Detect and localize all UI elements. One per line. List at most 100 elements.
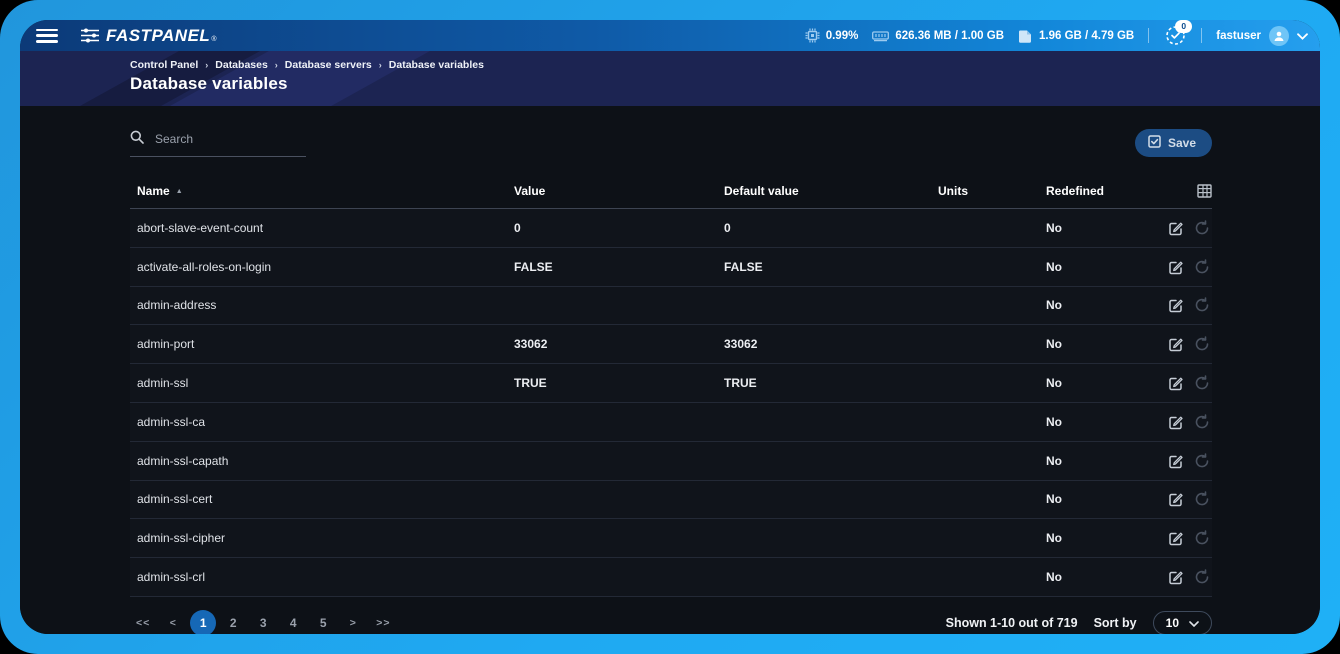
toolbar: Save bbox=[130, 126, 1212, 160]
breadcrumb-databases[interactable]: Databases bbox=[215, 59, 268, 71]
edit-icon[interactable] bbox=[1168, 220, 1184, 236]
edit-icon[interactable] bbox=[1168, 336, 1184, 352]
table-row[interactable]: admin-port 33062 33062 No bbox=[130, 325, 1212, 365]
table-row[interactable]: admin-ssl-cipher No bbox=[130, 519, 1212, 559]
page-button-1[interactable]: 1 bbox=[190, 609, 217, 634]
reset-icon[interactable] bbox=[1194, 258, 1210, 275]
prev-page-button[interactable]: < bbox=[160, 610, 186, 634]
menu-icon[interactable] bbox=[36, 28, 58, 43]
page-header: Control Panel › Databases › Database ser… bbox=[20, 51, 1320, 106]
chevron-down-icon bbox=[1297, 27, 1308, 45]
row-actions bbox=[1153, 491, 1212, 507]
column-header-redefined[interactable]: Redefined bbox=[1046, 184, 1105, 198]
page-button-3[interactable]: 3 bbox=[250, 610, 276, 634]
edit-icon[interactable] bbox=[1168, 375, 1184, 391]
table-row[interactable]: admin-address No bbox=[130, 286, 1212, 326]
search-input[interactable] bbox=[153, 131, 287, 147]
cpu-icon bbox=[805, 28, 820, 43]
column-header-units[interactable]: Units bbox=[938, 184, 968, 198]
breadcrumb-database-variables[interactable]: Database variables bbox=[388, 59, 484, 71]
table-row[interactable]: admin-ssl-cert No bbox=[130, 480, 1212, 520]
user-menu[interactable]: fastuser bbox=[1216, 25, 1308, 46]
reset-icon[interactable] bbox=[1194, 414, 1210, 430]
reset-icon[interactable] bbox=[1194, 336, 1210, 352]
disk-usage-stat: 1.96 GB / 4.79 GB bbox=[1018, 29, 1134, 43]
notification-badge: 0 bbox=[1175, 20, 1193, 33]
variable-value: 33062 bbox=[514, 337, 548, 352]
username-label: fastuser bbox=[1216, 29, 1261, 42]
row-actions bbox=[1153, 258, 1212, 275]
reset-icon[interactable] bbox=[1194, 452, 1210, 469]
row-actions bbox=[1153, 336, 1212, 352]
variable-redefined: No bbox=[1046, 220, 1062, 235]
table-body: abort-slave-event-count 0 0 No activate-… bbox=[130, 209, 1212, 597]
page-size-select[interactable]: 10 bbox=[1152, 610, 1212, 634]
variable-value: 0 bbox=[514, 220, 521, 235]
table-row[interactable]: admin-ssl TRUE TRUE No bbox=[130, 364, 1212, 403]
reset-icon[interactable] bbox=[1194, 297, 1210, 313]
ram-icon bbox=[872, 30, 890, 42]
table-row[interactable]: admin-ssl-capath No bbox=[130, 441, 1212, 481]
reset-icon[interactable] bbox=[1194, 220, 1210, 236]
cpu-usage-stat: 0.99% bbox=[805, 28, 859, 43]
column-header-name[interactable]: Name ▲ bbox=[130, 184, 514, 198]
column-settings-icon[interactable] bbox=[1197, 184, 1212, 198]
first-page-button[interactable]: << bbox=[130, 610, 156, 634]
table-row[interactable]: activate-all-roles-on-login FALSE FALSE … bbox=[130, 247, 1212, 287]
equalizer-icon bbox=[80, 28, 100, 48]
variable-redefined: No bbox=[1046, 414, 1062, 429]
page-size-value: 10 bbox=[1165, 615, 1179, 630]
pagination-controls: << < 1 2 3 4 5 > >> bbox=[130, 609, 397, 634]
edit-icon[interactable] bbox=[1168, 453, 1184, 469]
page-button-2[interactable]: 2 bbox=[220, 610, 246, 634]
ram-usage-stat: 626.36 MB / 1.00 GB bbox=[872, 30, 1004, 42]
variable-name: abort-slave-event-count bbox=[137, 220, 264, 235]
table-row[interactable]: admin-ssl-crl No bbox=[130, 558, 1212, 597]
table-row[interactable]: admin-ssl-ca No bbox=[130, 402, 1212, 442]
reset-icon[interactable] bbox=[1194, 375, 1210, 391]
row-actions bbox=[1153, 220, 1212, 236]
brand-name: FASTPANEL bbox=[106, 25, 211, 45]
edit-icon[interactable] bbox=[1168, 569, 1184, 585]
row-actions bbox=[1153, 414, 1212, 430]
pagination-bar: << < 1 2 3 4 5 > >> Shown 1-10 out of 71… bbox=[130, 609, 1212, 634]
reset-icon[interactable] bbox=[1194, 530, 1210, 546]
row-actions bbox=[1153, 569, 1212, 585]
last-page-button[interactable]: >> bbox=[370, 610, 396, 634]
pagination-summary: Shown 1-10 out of 719 Sort by 10 bbox=[945, 610, 1212, 634]
fastpanel-logo[interactable]: FASTPANEL ® bbox=[80, 26, 216, 46]
variable-default-value: 33062 bbox=[724, 337, 758, 352]
variable-redefined: No bbox=[1046, 376, 1062, 391]
edit-icon[interactable] bbox=[1168, 297, 1184, 313]
variable-redefined: No bbox=[1046, 570, 1062, 585]
variable-name: admin-address bbox=[137, 298, 217, 313]
column-header-value[interactable]: Value bbox=[514, 184, 546, 198]
edit-icon[interactable] bbox=[1168, 530, 1184, 546]
notifications-button[interactable]: 0 bbox=[1163, 20, 1193, 48]
breadcrumb-separator: › bbox=[378, 60, 382, 70]
reset-icon[interactable] bbox=[1194, 491, 1210, 507]
save-button[interactable]: Save bbox=[1134, 129, 1212, 157]
breadcrumb-database-servers[interactable]: Database servers bbox=[284, 59, 372, 71]
cpu-usage-value: 0.99% bbox=[825, 29, 859, 42]
edit-icon[interactable] bbox=[1168, 259, 1184, 275]
variable-name: admin-ssl-crl bbox=[137, 570, 206, 585]
row-actions bbox=[1153, 375, 1212, 391]
edit-icon[interactable] bbox=[1168, 414, 1184, 430]
reset-icon[interactable] bbox=[1194, 569, 1210, 585]
sort-ascending-icon: ▲ bbox=[175, 187, 183, 195]
page-button-4[interactable]: 4 bbox=[280, 610, 306, 634]
column-header-default-value[interactable]: Default value bbox=[724, 184, 799, 198]
table-row[interactable]: abort-slave-event-count 0 0 No bbox=[130, 209, 1212, 248]
disk-usage-value: 1.96 GB / 4.79 GB bbox=[1039, 29, 1135, 42]
page-button-5[interactable]: 5 bbox=[310, 610, 336, 634]
edit-icon[interactable] bbox=[1168, 491, 1184, 507]
disk-icon bbox=[1018, 29, 1033, 43]
search-box[interactable] bbox=[130, 130, 306, 157]
next-page-button[interactable]: > bbox=[340, 610, 366, 634]
row-actions bbox=[1153, 530, 1212, 546]
shown-count-label: Shown 1-10 out of 719 bbox=[945, 615, 1078, 630]
breadcrumb-control-panel[interactable]: Control Panel bbox=[130, 59, 199, 71]
topbar-divider bbox=[1148, 28, 1150, 43]
